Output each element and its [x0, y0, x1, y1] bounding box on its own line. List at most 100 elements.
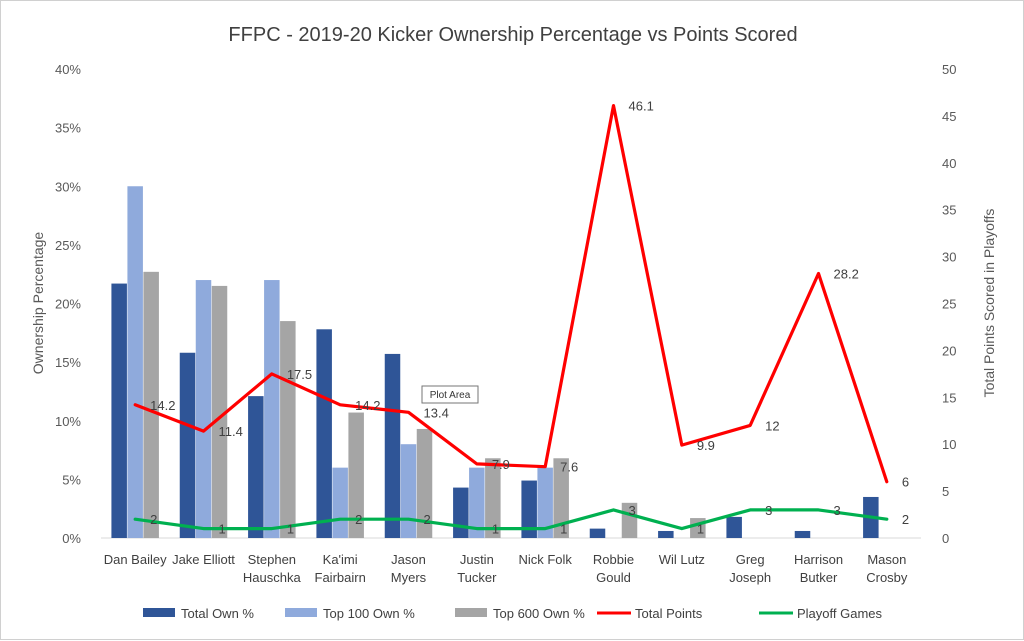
y-tick-label: 30% — [55, 179, 81, 194]
bar — [794, 530, 811, 538]
category-label: Crosby — [866, 570, 908, 585]
data-label: 9.9 — [697, 438, 715, 453]
bar — [127, 186, 143, 538]
line-series — [133, 103, 889, 531]
bar — [143, 271, 159, 538]
bar — [280, 321, 296, 538]
data-label: 2 — [355, 512, 362, 527]
y-tick-label: 40% — [55, 62, 81, 77]
legend-label: Total Points — [635, 606, 703, 621]
bar — [179, 352, 196, 538]
bar — [726, 516, 742, 538]
category-label: Mason — [867, 552, 906, 567]
legend-swatch — [455, 608, 487, 617]
category-label: Gould — [596, 570, 631, 585]
data-label: 14.2 — [355, 398, 380, 413]
bar — [195, 280, 212, 538]
bar — [469, 467, 485, 538]
bar — [400, 444, 417, 538]
data-label: 13.4 — [424, 405, 449, 420]
data-label: 12 — [765, 418, 779, 433]
y-tick-label: 0% — [62, 531, 81, 546]
data-label: 46.1 — [629, 99, 654, 114]
y-tick-label: 10% — [55, 414, 81, 429]
data-label: 28.2 — [834, 266, 859, 281]
legend-label: Top 600 Own % — [493, 606, 585, 621]
y-tick-label: 15% — [55, 355, 81, 370]
bar — [384, 353, 401, 538]
bar — [248, 396, 264, 538]
bar — [521, 480, 537, 538]
bar — [316, 329, 332, 538]
category-label: Butker — [800, 570, 838, 585]
category-label: Stephen — [248, 552, 296, 567]
data-label: 7.6 — [560, 460, 578, 475]
data-label: 2 — [424, 512, 431, 527]
data-labels: 14.211.417.514.213.47.9 7.646.19.91228.26… — [150, 99, 909, 537]
data-label: 1 — [697, 522, 704, 537]
bar — [416, 428, 433, 538]
data-label: 14.2 — [150, 398, 175, 413]
bar — [348, 412, 364, 538]
y2-tick-label: 45 — [942, 109, 956, 124]
y2-tick-label: 10 — [942, 437, 956, 452]
data-label: 1 — [219, 522, 226, 537]
category-label: Myers — [391, 570, 427, 585]
y-tick-label: 25% — [55, 238, 81, 253]
bar — [264, 280, 280, 538]
category-label: Tucker — [457, 570, 497, 585]
y-axis-ticks: 0% 5% 10% 15% 20% 25% 30% 35% 40% — [55, 62, 81, 546]
data-label: 3 — [629, 503, 636, 518]
series-line — [133, 103, 889, 484]
y2-tick-label: 30 — [942, 250, 956, 265]
category-label: Joseph — [729, 570, 771, 585]
category-label: Dan Bailey — [104, 552, 167, 567]
data-label: 11.4 — [219, 424, 243, 439]
bar — [589, 528, 606, 538]
legend-label: Playoff Games — [797, 606, 883, 621]
y2-tick-label: 35 — [942, 203, 956, 218]
legend: Total Own % Top 100 Own % Top 600 Own % Tot… — [143, 606, 883, 621]
data-label: 1 — [560, 522, 567, 537]
y2-axis-title: Total Points Scored in Playoffs — [981, 209, 997, 398]
data-label: 3 — [765, 503, 772, 518]
legend-label: Top 100 Own % — [323, 606, 415, 621]
bar — [211, 285, 228, 538]
series-line — [133, 508, 889, 531]
category-label: Hauschka — [243, 570, 302, 585]
data-label: 7.9 — [492, 457, 510, 472]
bar — [453, 487, 469, 538]
y-tick-label: 5% — [62, 472, 81, 487]
y2-tick-label: 0 — [942, 531, 949, 546]
y2-axis-ticks: 0 5 10 15 20 25 30 35 40 45 50 — [942, 62, 956, 546]
category-label: Fairbairn — [315, 570, 366, 585]
category-label: Jake Elliott — [172, 552, 235, 567]
category-label: Nick Folk — [518, 552, 572, 567]
category-label: Harrison — [794, 552, 843, 567]
category-label: Jason — [391, 552, 426, 567]
category-labels: Dan Bailey Jake Elliott Stephen Hauschka Ka'… — [104, 552, 908, 585]
data-label: 2 — [150, 512, 157, 527]
bar — [111, 283, 127, 538]
legend-swatch — [143, 608, 175, 617]
bar — [332, 467, 348, 538]
data-label: 6 — [902, 475, 909, 490]
y-tick-label: 35% — [55, 121, 81, 136]
data-label: 17.5 — [287, 367, 312, 382]
data-label: 1 — [492, 522, 499, 537]
data-label: 1 — [287, 522, 294, 537]
y-axis-title: Ownership Percentage — [30, 232, 46, 375]
category-label: Robbie — [593, 552, 634, 567]
bars — [111, 186, 879, 538]
chart-title: FFPC - 2019-20 Kicker Ownership Percenta… — [228, 24, 797, 46]
legend-label: Total Own % — [181, 606, 254, 621]
tooltip-box — [421, 385, 479, 404]
data-label: 3 — [834, 503, 841, 518]
legend-swatch — [285, 608, 317, 617]
y2-tick-label: 5 — [942, 484, 949, 499]
y2-tick-label: 15 — [942, 390, 956, 405]
y2-tick-label: 50 — [942, 62, 956, 77]
category-label: Ka'imi — [323, 552, 358, 567]
